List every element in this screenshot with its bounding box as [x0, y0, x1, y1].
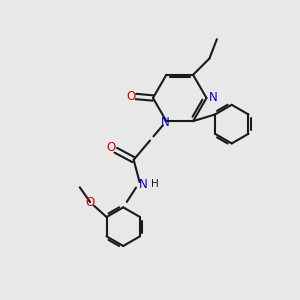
Text: O: O: [126, 90, 135, 103]
Text: O: O: [85, 196, 95, 208]
Text: N: N: [139, 178, 148, 191]
Text: O: O: [107, 141, 116, 154]
Text: H: H: [151, 179, 159, 190]
Text: N: N: [160, 116, 169, 129]
Text: N: N: [208, 91, 217, 104]
